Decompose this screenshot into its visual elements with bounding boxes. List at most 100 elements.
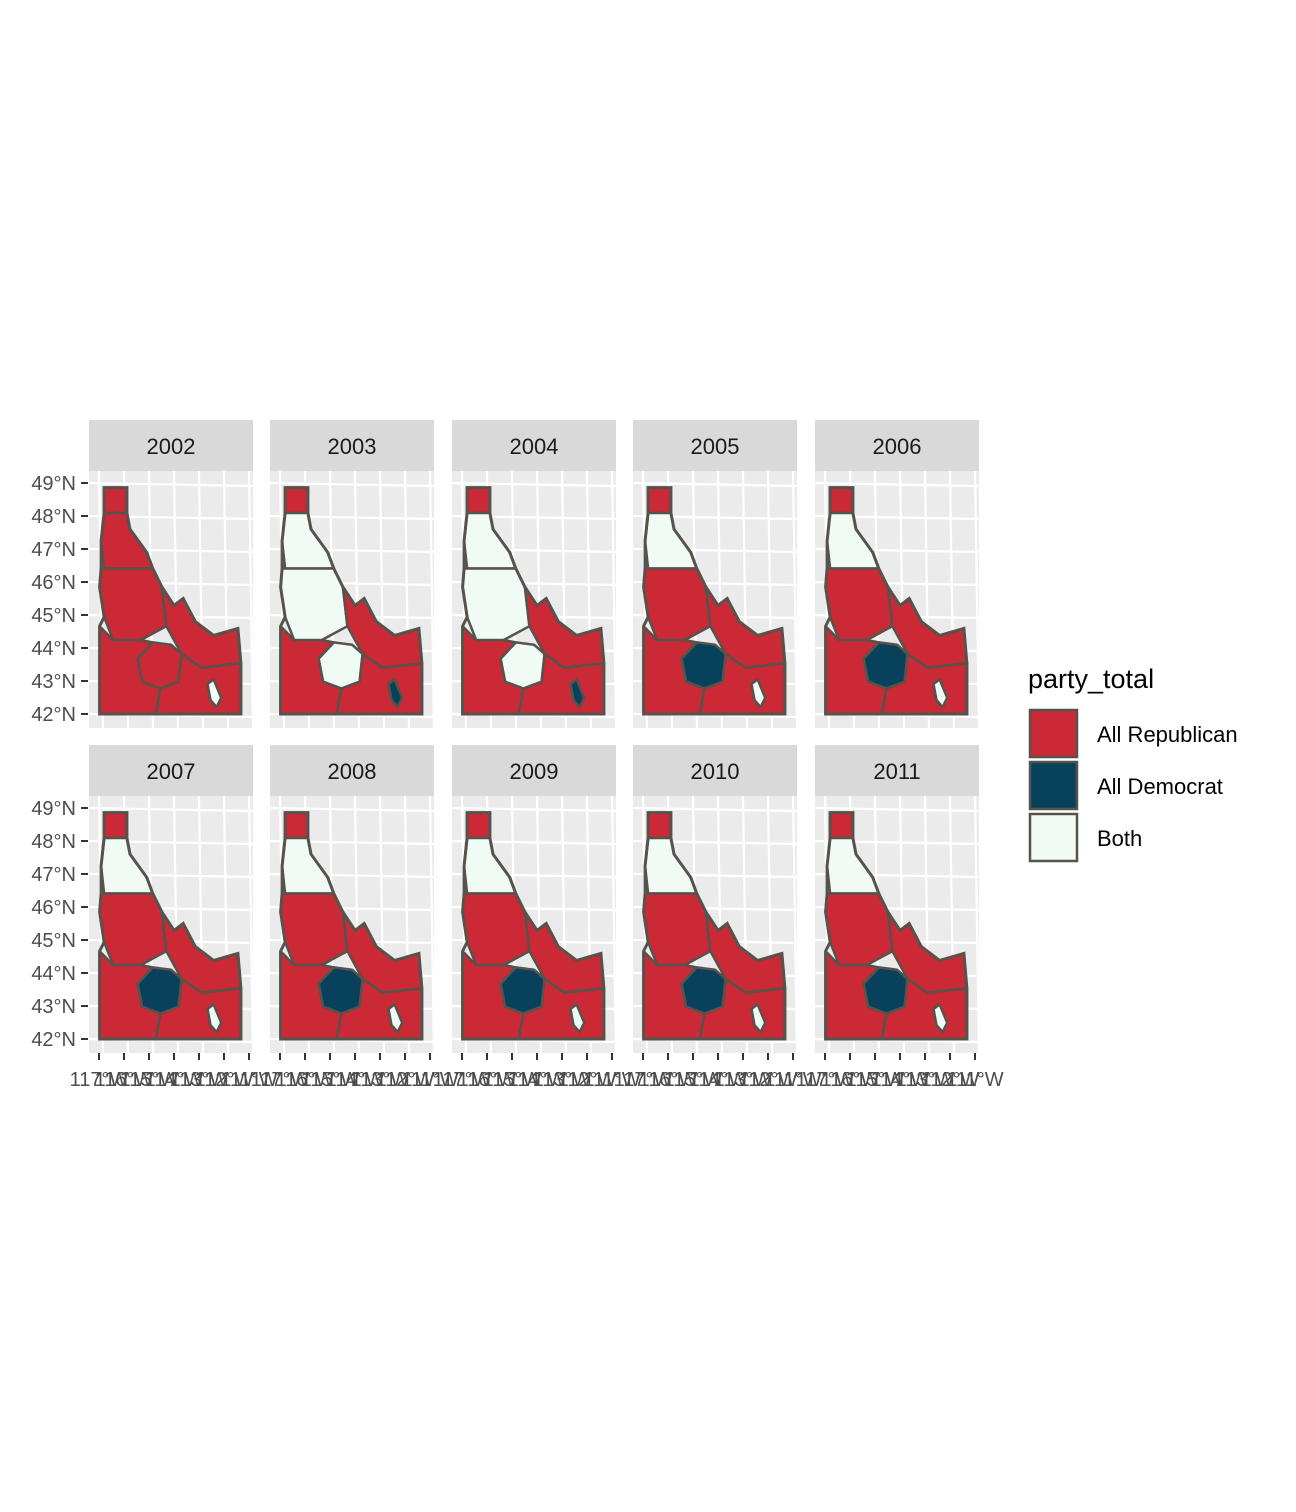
x-tick-label: 116°W [276,1069,335,1091]
y-tick-label: 42°N [31,704,76,726]
district-pocatello [569,1003,586,1034]
x-tick-label: 114°W [145,1069,204,1091]
district-north [283,486,310,515]
district-pocatello [206,678,223,709]
y-tick-label: 47°N [31,864,76,886]
graticule-parallel [88,806,254,813]
x-tick-label: 113°W [170,1069,229,1091]
state-outline [279,486,424,716]
district-northcentral [279,892,349,967]
x-tick-label: 111°W [220,1069,277,1091]
facet-strip-label: 2010 [691,759,740,784]
district-north [102,486,129,515]
axes: 49°N 48°N 47°N 46°N 45°N 44°N 43°N 42°N 49°N 48°N… [31,473,1003,1091]
x-tick-label: 114°W [689,1069,748,1091]
district-pocatello [932,1003,949,1034]
district-north [102,811,129,840]
district-northcentral [98,892,168,967]
district-pocatello [932,678,949,709]
facet-panel-2009: 2009 [451,745,618,1054]
graticule-parallel [814,481,980,488]
graticule-meridian [428,470,436,729]
x-tick-label: 111°W [401,1069,458,1091]
legend-key-swatch [1028,812,1079,863]
legend-key-label: All Republican [1097,722,1238,747]
graticule-meridian [428,795,436,1054]
facet-panel-2003: 2003 [269,420,436,729]
district-northcentral [461,892,531,967]
graticule-parallel [814,806,980,813]
facet-strip-label: 2007 [147,759,196,784]
y-tick-label: 44°N [31,963,76,985]
districts [461,486,606,716]
graticule-meridian [610,795,618,1054]
x-tick-label: 115°W [664,1069,723,1091]
x-tick-label: 115°W [483,1069,542,1091]
facet-panel-2011: 2011 [814,745,981,1054]
x-tick-label: 117°W [70,1069,129,1091]
x-tick-label: 112°W [376,1069,435,1091]
x-tick-label: 111°W [946,1069,1003,1091]
district-pocatello [750,1003,767,1034]
facet-strip [815,745,979,796]
facet-panel-2005: 2005 [632,420,799,729]
facet-strip [270,745,434,796]
facet-strip-label: 2009 [510,759,559,784]
facet-strip-label: 2008 [328,759,377,784]
y-tick-label: 42°N [31,1029,76,1051]
district-northcentral [824,567,894,642]
x-tick-label: 113°W [533,1069,592,1091]
state-outline [279,811,424,1041]
district-pocatello [206,1003,223,1034]
y-tick-label: 48°N [31,831,76,853]
state-outline [824,811,969,1041]
facet-strip [633,420,797,471]
district-north [465,486,492,515]
district-pocatello [387,678,404,709]
district-northcentral [461,567,531,642]
x-tick-label: 116°W [639,1069,698,1091]
x-tick-label: 117°W [433,1069,492,1091]
x-tick-label: 112°W [739,1069,798,1091]
facet-strip [452,745,616,796]
x-tick-label: 113°W [714,1069,773,1091]
y-tick-label: 43°N [31,996,76,1018]
x-tick-label: 112°W [921,1069,980,1091]
x-tick-label: 115°W [301,1069,360,1091]
district-northcentral [824,892,894,967]
graticule-parallel [632,481,798,488]
facet-panel-2002: 2002 [88,420,255,729]
facet-strip-label: 2006 [873,434,922,459]
x-tick-label: 111°W [583,1069,640,1091]
legend-title: party_total [1028,664,1154,694]
legend-key-label: Both [1097,826,1142,851]
y-tick-label: 47°N [31,539,76,561]
facet-strip [815,420,979,471]
facet-strip-label: 2005 [691,434,740,459]
districts [824,811,969,1041]
district-north [465,811,492,840]
x-tick-label: 113°W [351,1069,410,1091]
x-tick-label: 115°W [120,1069,179,1091]
district-north [646,811,673,840]
legend-key-swatch [1028,760,1079,811]
graticule-parallel [269,806,435,813]
graticule-meridian [791,795,799,1054]
state-outline [98,811,243,1041]
state-outline [642,486,787,716]
y-tick-label: 48°N [31,506,76,528]
facet-panel-2008: 2008 [269,745,436,1054]
y-tick-label: 43°N [31,671,76,693]
district-north [828,811,855,840]
facet-strip [633,745,797,796]
legend: party_total All Republican All Democrat Bo… [1028,664,1238,863]
x-tick-label: 117°W [796,1069,855,1091]
districts [279,486,424,716]
facet-panel-2004: 2004 [451,420,618,729]
x-tick-label: 116°W [95,1069,154,1091]
facet-panel-2007: 2007 [88,745,255,1054]
x-tick-label: 116°W [458,1069,517,1091]
graticule-meridian [247,470,255,729]
x-tick-label: 117°W [614,1069,673,1091]
